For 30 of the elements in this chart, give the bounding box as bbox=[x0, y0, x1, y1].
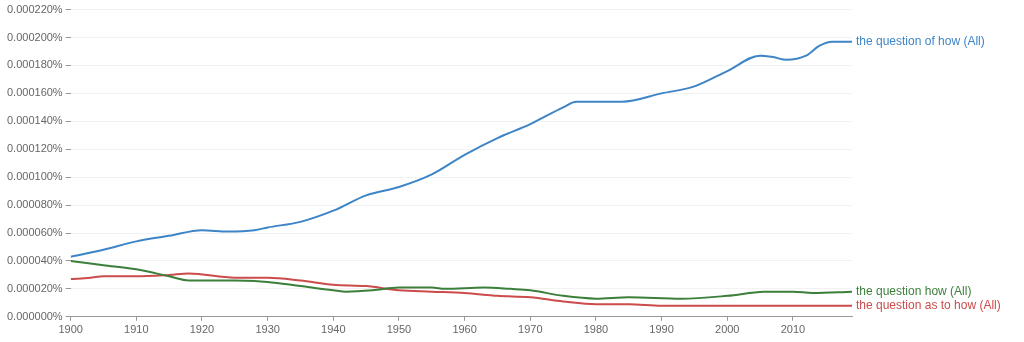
x-tick-label: 1900 bbox=[58, 323, 83, 336]
y-tick-label: 0.000000% bbox=[6, 309, 63, 322]
y-tick-label: 0.000120% bbox=[6, 142, 63, 155]
y-tick-label: 0.000060% bbox=[6, 226, 63, 239]
line-series bbox=[70, 272, 852, 307]
x-tick-label: 1980 bbox=[583, 323, 609, 336]
y-tick-label: 0.000140% bbox=[6, 114, 63, 127]
y-tick-label: 0.000020% bbox=[6, 281, 63, 294]
x-tick-label: 1920 bbox=[189, 323, 215, 336]
series-label: the question as to how (All) bbox=[856, 297, 1001, 312]
y-tick-label: 0.000100% bbox=[6, 170, 63, 183]
series-label: the question how (All) bbox=[856, 283, 972, 298]
x-tick-label: 1930 bbox=[255, 323, 280, 336]
y-tick-label: 0.000080% bbox=[6, 198, 63, 211]
y-tick-label: 0.000040% bbox=[6, 253, 63, 266]
x-tick-label: 2000 bbox=[715, 323, 740, 336]
y-tick-label: 0.000160% bbox=[6, 86, 63, 99]
x-tick-label: 2010 bbox=[780, 323, 806, 336]
x-tick-label: 1910 bbox=[124, 323, 149, 336]
x-tick-label: 1970 bbox=[518, 323, 543, 336]
x-tick-label: 1950 bbox=[386, 323, 412, 336]
line-series bbox=[70, 40, 852, 258]
x-tick-label: 1960 bbox=[452, 323, 477, 336]
y-tick-label: 0.000200% bbox=[6, 30, 63, 43]
x-tick-label: 1940 bbox=[321, 323, 346, 336]
x-tick-label: 1990 bbox=[649, 323, 674, 336]
y-tick-label: 0.000220% bbox=[6, 2, 63, 15]
series-label: the question of how (All) bbox=[856, 34, 985, 49]
line-series bbox=[70, 259, 852, 300]
y-tick-label: 0.000180% bbox=[6, 58, 63, 71]
